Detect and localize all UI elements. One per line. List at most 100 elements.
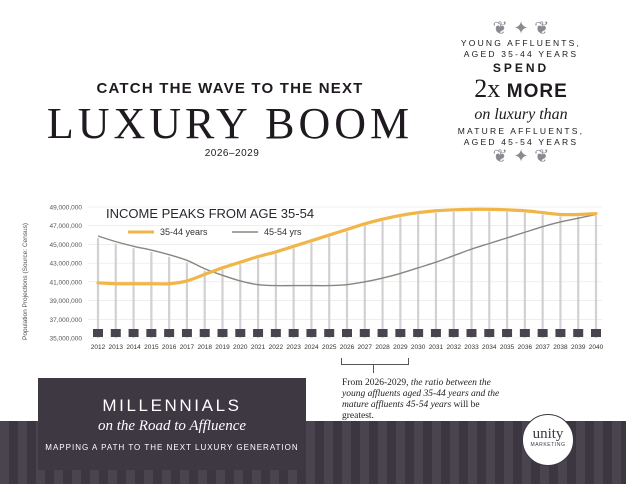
year-base-block xyxy=(537,329,548,337)
x-tick-label: 2039 xyxy=(571,344,586,351)
series-line-45-54 xyxy=(97,213,597,287)
callout-young-line1: YOUNG AFFLUENTS, xyxy=(460,38,582,48)
x-tick-label: 2014 xyxy=(126,344,141,351)
x-tick-label: 2036 xyxy=(518,344,533,351)
millennials-banner: MILLENNIALS on the Road to Affluence MAP… xyxy=(38,378,306,470)
y-tick-label: 39,000,000 xyxy=(49,298,82,305)
x-tick-label: 2035 xyxy=(500,344,515,351)
bracket-stem xyxy=(373,365,374,373)
x-tick-label: 2029 xyxy=(393,344,408,351)
ornament-bottom-icon: ❦ ✦ ❦ xyxy=(492,146,550,167)
headline-title: LUXURY BOOM xyxy=(46,99,414,148)
year-base-block xyxy=(395,329,406,337)
chart-series xyxy=(96,207,598,287)
ratio-note: From 2026-2029, the ratio between the yo… xyxy=(342,378,512,422)
chart-grid xyxy=(88,206,602,339)
year-base-block xyxy=(306,329,317,337)
unity-logo: unity MARKETING xyxy=(522,414,574,466)
x-tick-label: 2023 xyxy=(286,344,301,351)
callout-italic: on luxury than xyxy=(474,106,568,123)
x-tick-label: 2028 xyxy=(375,344,390,351)
x-tick-label: 2024 xyxy=(304,344,319,351)
x-tick-label: 2034 xyxy=(482,344,497,351)
x-tick-label: 2012 xyxy=(91,344,106,351)
y-axis-label: Population Projections (Source: Census) xyxy=(22,223,29,340)
year-base-block xyxy=(342,329,352,337)
year-base-block xyxy=(448,329,459,337)
banner-title: MILLENNIALS xyxy=(102,396,242,415)
logo-sub: MARKETING xyxy=(530,442,566,448)
year-base-block xyxy=(199,329,210,337)
x-tick-label: 2040 xyxy=(589,344,604,351)
x-tick-label: 2030 xyxy=(411,344,426,351)
callout-mature-line1: MATURE AFFLUENTS, xyxy=(457,126,585,136)
note-text1: From 2026-2029, xyxy=(342,378,411,388)
legend-label-45-54: 45-54 yrs xyxy=(264,227,302,237)
year-base-block xyxy=(359,329,370,337)
x-tick-label: 2020 xyxy=(233,344,248,351)
x-tick-label: 2013 xyxy=(109,344,124,351)
x-tick-label: 2019 xyxy=(215,344,230,351)
year-base-block xyxy=(502,329,513,337)
callout-more: MORE xyxy=(506,81,568,102)
spend-callout: ❦ ✦ ❦ YOUNG AFFLUENTS, AGED 35-44 YEARS … xyxy=(430,20,612,166)
y-tick-label: 41,000,000 xyxy=(49,279,82,286)
callout-multiplier: 2x MORE xyxy=(430,75,612,106)
year-base-block xyxy=(377,329,388,337)
x-tick-label: 2038 xyxy=(553,344,568,351)
legend-label-35-44: 35-44 years xyxy=(160,227,208,237)
x-tick-label: 2018 xyxy=(197,344,212,351)
banner-subtitle: on the Road to Affluence xyxy=(97,418,247,434)
y-tick-label: 43,000,000 xyxy=(49,261,82,268)
year-base-block xyxy=(270,329,281,337)
y-tick-label: 47,000,000 xyxy=(49,223,82,230)
year-base-block xyxy=(93,329,103,337)
year-base-block xyxy=(146,329,157,337)
callout-young-line2: AGED 35-44 YEARS xyxy=(463,49,579,59)
year-base-block xyxy=(110,329,121,337)
x-tick-label: 2032 xyxy=(446,344,461,351)
x-tick-label: 2037 xyxy=(535,344,550,351)
y-tick-label: 35,000,000 xyxy=(49,336,82,343)
note-italic: the ratio between the young affluents ag… xyxy=(342,378,500,410)
x-tick-label: 2016 xyxy=(162,344,177,351)
logo-name: unity xyxy=(532,426,564,442)
year-base-block xyxy=(555,329,566,337)
year-base-block xyxy=(519,329,530,337)
year-base-block xyxy=(484,329,495,337)
x-tick-label: 2015 xyxy=(144,344,159,351)
year-base-block xyxy=(288,329,299,337)
year-base-block xyxy=(181,329,192,337)
y-tick-label: 45,000,000 xyxy=(49,242,82,249)
callout-spend: SPEND xyxy=(492,61,550,75)
year-base-block xyxy=(324,329,335,337)
year-base-block xyxy=(430,329,441,337)
y-axis-ticks: 35,000,000 37,000,000 39,000,000 41,000,000… xyxy=(49,205,82,343)
y-tick-label: 37,000,000 xyxy=(49,317,82,324)
chart-legend: 35-44 years 45-54 yrs xyxy=(128,227,302,237)
year-base-block xyxy=(164,329,175,337)
headline-years: 2026–2029 xyxy=(204,148,260,159)
x-tick-label: 2021 xyxy=(251,344,266,351)
x-tick-label: 2027 xyxy=(358,344,373,351)
note-text2: will be greatest. xyxy=(342,400,480,421)
chart-title: INCOME PEAKS FROM AGE 35-54 xyxy=(106,206,314,221)
x-tick-label: 2033 xyxy=(464,344,479,351)
year-base-block xyxy=(466,329,477,337)
year-base-block xyxy=(217,329,228,337)
x-tick-label: 2025 xyxy=(322,344,337,351)
x-tick-label: 2022 xyxy=(269,344,284,351)
series-line-35-44 xyxy=(96,207,598,286)
headline-kicker: CATCH THE WAVE TO THE NEXT xyxy=(96,80,364,97)
year-base-block xyxy=(413,329,424,337)
ornament-top-icon: ❦ ✦ ❦ xyxy=(492,18,550,39)
callout-mature-line2: AGED 45-54 YEARS xyxy=(463,137,579,147)
banner-tagline: MAPPING A PATH TO THE NEXT LUXURY GENERA… xyxy=(45,443,299,452)
highlight-bracket xyxy=(341,358,409,365)
income-chart: 35,000,000 37,000,000 39,000,000 41,000,000… xyxy=(22,205,604,352)
year-base-block xyxy=(573,329,584,337)
x-axis-ticks: 2012 2013 2014 2015 2016 2017 2018 2019 2020 2021… xyxy=(91,344,604,351)
year-base-block xyxy=(235,329,246,337)
y-tick-label: 49,000,000 xyxy=(49,205,82,212)
x-tick-label: 2031 xyxy=(429,344,444,351)
